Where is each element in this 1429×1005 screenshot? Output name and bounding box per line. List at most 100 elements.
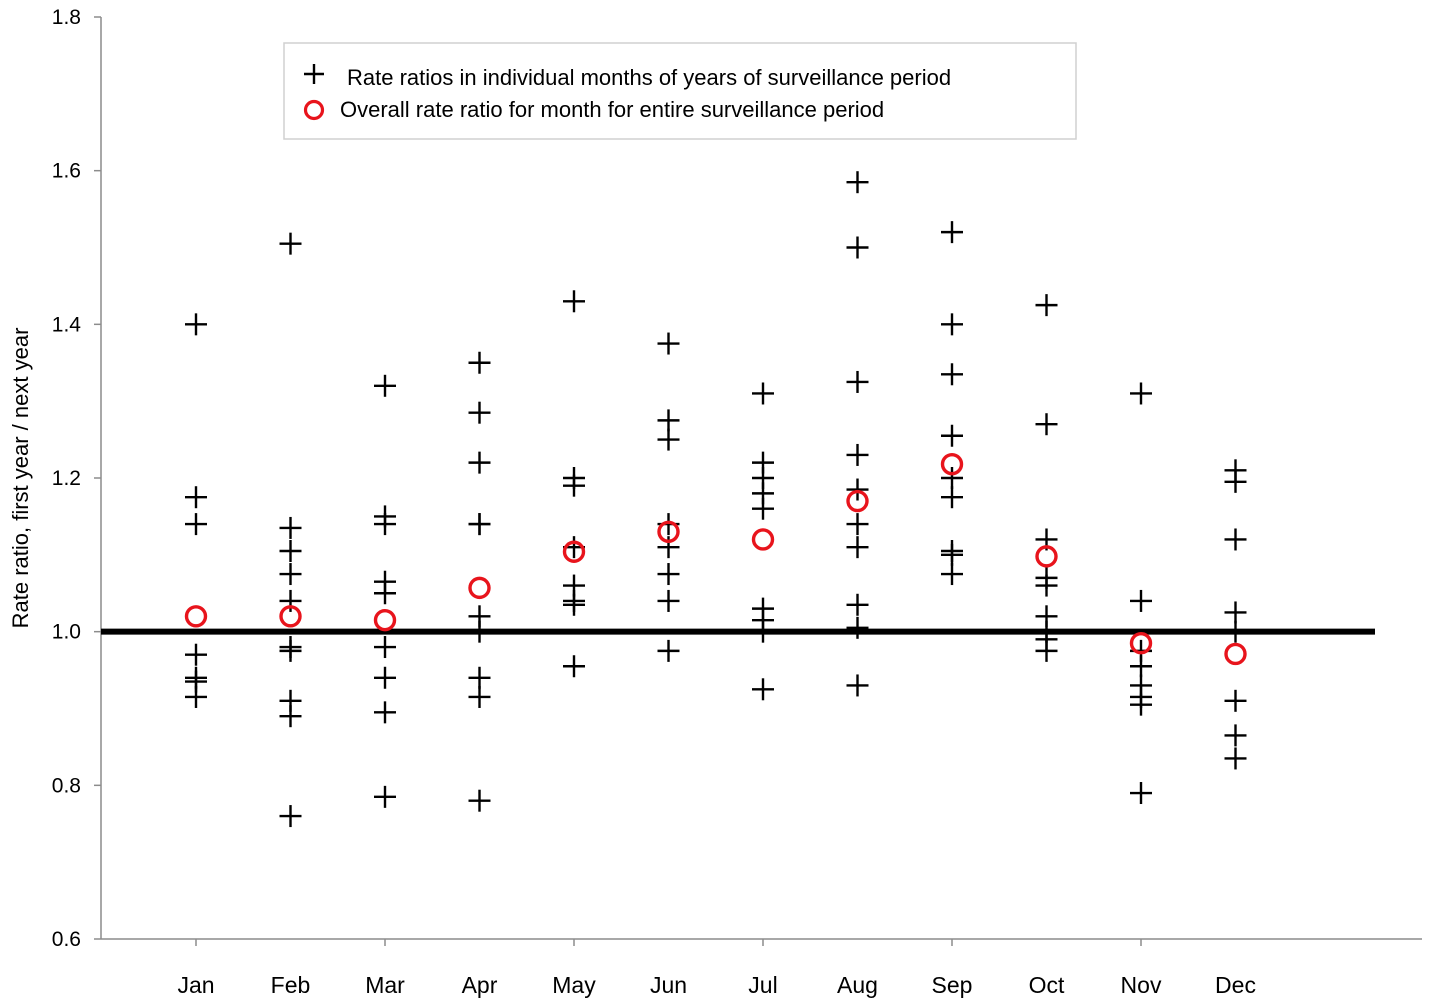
plus-marker [374, 513, 396, 536]
plus-marker [941, 467, 963, 489]
plus-marker [563, 474, 585, 497]
plus-marker [468, 666, 491, 689]
plus-marker [846, 536, 869, 559]
x-axis-ticks: Jan Feb Mar Apr May Jun Jul Aug Sep Oct Nov Dec [177, 939, 1256, 998]
plus-marker [941, 363, 963, 386]
plus-marker [1224, 601, 1247, 624]
plus-marker [563, 593, 585, 616]
plus-marker [1035, 639, 1058, 662]
legend: Rate ratios in individual months of year… [283, 42, 1077, 140]
overall-ratio-circle [279, 605, 302, 628]
plus-marker [1224, 747, 1247, 770]
plus-marker [563, 290, 585, 313]
plus-marker [657, 409, 680, 432]
x-tick-label: Feb [271, 972, 311, 998]
x-tick-label: Nov [1121, 972, 1162, 998]
plus-marker [468, 685, 491, 708]
plus-marker [1224, 689, 1247, 712]
plus-marker [941, 563, 963, 586]
plus-marker [846, 171, 869, 194]
plus-marker [657, 428, 680, 451]
y-tick-label: 1.6 [52, 160, 81, 183]
legend-box [283, 42, 1077, 140]
plus-marker [1224, 528, 1247, 551]
plus-marker [279, 539, 302, 562]
plus-marker [1130, 693, 1152, 716]
plus-marker [1224, 620, 1247, 643]
plus-marker [657, 589, 680, 612]
plus-marker [1130, 655, 1152, 678]
legend-label-overall: Overall rate ratio for month for entire … [340, 97, 884, 122]
plus-marker [941, 313, 963, 336]
plus-marker [563, 655, 585, 678]
overall-ratio-circle [1224, 642, 1247, 666]
overall-ratio-circle [751, 528, 775, 551]
plus-marker [468, 620, 491, 643]
plus-marker [468, 789, 491, 812]
plus-marker [279, 516, 302, 539]
plus-marker [279, 232, 302, 255]
plus-marker [374, 636, 396, 659]
overall-ratio-circle [1129, 631, 1153, 655]
overall-ratio-circle [468, 576, 491, 600]
overall-ratio-circle [940, 452, 964, 476]
plus-marker [374, 374, 396, 397]
plus-marker [185, 643, 207, 666]
plus-marker [941, 221, 963, 244]
plus-marker [846, 236, 869, 259]
plus-marker [752, 382, 774, 405]
plus-marker [846, 370, 869, 393]
x-tick-label: Dec [1215, 972, 1256, 998]
y-tick-label: 0.6 [52, 928, 81, 951]
plus-marker [752, 678, 774, 701]
plus-marker [846, 513, 869, 536]
plus-marker [374, 785, 396, 808]
legend-plus-marker [304, 64, 324, 84]
plus-marker [1035, 574, 1058, 597]
plus-marker [1224, 724, 1247, 747]
plus-marker [185, 513, 207, 536]
y-axis-ticks: 0.6 0.8 1.0 1.2 1.4 1.6 1.8 [52, 6, 101, 951]
x-tick-label: Jul [748, 972, 777, 998]
plus-marker [185, 313, 207, 336]
y-tick-label: 1.8 [52, 6, 81, 29]
x-tick-label: Jun [650, 972, 687, 998]
x-tick-label: Sep [932, 972, 973, 998]
x-tick-label: Oct [1029, 972, 1065, 998]
overall-ratio-circle [657, 520, 680, 543]
plus-marker [279, 639, 302, 662]
overall-ratio-circle [846, 489, 869, 513]
plus-marker [657, 563, 680, 586]
x-tick-label: Aug [837, 972, 878, 998]
plus-marker [752, 620, 774, 643]
plus-marker [657, 639, 680, 662]
x-tick-label: Jan [177, 972, 214, 998]
overall-ratio-circle [373, 608, 397, 632]
plus-marker [468, 401, 491, 424]
chart-marks [184, 171, 1247, 828]
plus-marker [752, 497, 774, 520]
plus-marker [279, 563, 302, 586]
x-tick-label: Apr [462, 972, 498, 998]
plus-marker [1224, 470, 1247, 493]
plus-marker [1130, 782, 1152, 805]
legend-circle-marker [303, 99, 325, 121]
plus-marker [846, 616, 869, 639]
y-tick-label: 1.2 [52, 467, 81, 490]
plus-marker [657, 332, 680, 355]
overall-ratio-circle [184, 605, 208, 628]
plus-marker [279, 705, 302, 728]
plus-marker [1035, 413, 1058, 436]
plus-marker [941, 543, 963, 566]
plus-marker [846, 674, 869, 697]
overall-ratio-circle [1035, 545, 1058, 568]
plus-marker [374, 701, 396, 724]
legend-label-individual: Rate ratios in individual months of year… [347, 65, 951, 90]
y-axis-title: Rate ratio, first year / next year [8, 328, 33, 629]
y-tick-label: 0.8 [52, 774, 81, 797]
plus-marker [846, 443, 869, 466]
y-tick-label: 1.4 [52, 313, 82, 336]
plus-marker [468, 351, 491, 374]
